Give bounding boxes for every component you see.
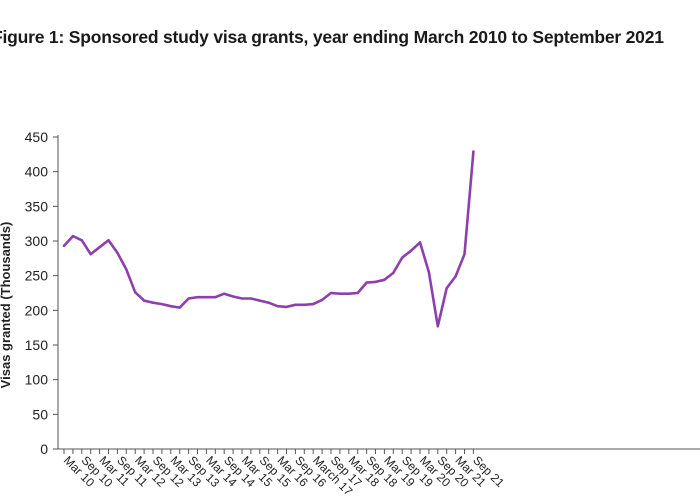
data-point	[418, 241, 422, 244]
data-point	[249, 297, 253, 300]
data-point	[187, 297, 190, 300]
data-point	[401, 256, 404, 259]
data-point	[409, 249, 413, 252]
chart-title: Figure 1: Sponsored study visa grants, y…	[0, 27, 664, 47]
data-point	[320, 298, 324, 302]
data-point	[178, 306, 181, 309]
data-point	[445, 286, 448, 290]
data-point	[223, 292, 226, 295]
data-point	[134, 291, 137, 294]
y-tick-label: 100	[25, 372, 49, 388]
data-point	[107, 239, 110, 242]
data-point	[240, 297, 244, 300]
data-point	[205, 295, 208, 299]
y-tick-label: 300	[25, 233, 49, 249]
data-point	[303, 303, 306, 306]
data-point	[365, 281, 368, 284]
data-point	[347, 292, 350, 295]
data-point	[374, 280, 377, 284]
data-point	[383, 278, 386, 282]
y-tick-label: 250	[25, 268, 49, 284]
data-point	[258, 299, 261, 302]
data-point	[98, 246, 101, 249]
data-point	[62, 244, 66, 248]
data-point	[125, 268, 128, 271]
data-point	[338, 292, 342, 295]
data-point	[454, 275, 457, 278]
data-point	[285, 305, 288, 309]
y-tick-label: 0	[40, 441, 48, 457]
data-point	[472, 150, 475, 153]
data-point	[160, 302, 164, 306]
data-point	[89, 252, 92, 256]
data-point	[276, 304, 279, 308]
data-point	[267, 301, 270, 304]
series-line	[62, 150, 475, 328]
data-point	[312, 302, 315, 306]
data-point	[169, 304, 172, 308]
y-axis: 0 50 100 150 200 250 300 350 400 450	[25, 129, 59, 457]
y-tick-label: 150	[25, 337, 49, 353]
data-point	[427, 271, 431, 274]
data-point	[80, 239, 84, 242]
data-point	[356, 291, 359, 295]
y-tick-label: 350	[25, 198, 49, 214]
data-point	[436, 325, 439, 328]
data-point	[231, 295, 235, 298]
y-tick-label: 400	[25, 164, 49, 180]
series-group	[62, 150, 475, 328]
data-point	[142, 299, 146, 302]
data-point	[151, 301, 155, 304]
data-point	[71, 234, 75, 238]
y-tick-label: 50	[32, 406, 48, 422]
data-point	[116, 251, 119, 254]
data-point	[463, 252, 466, 256]
data-point	[196, 295, 199, 299]
y-tick-label: 450	[25, 129, 49, 145]
data-point	[214, 295, 217, 299]
y-axis-label: Visas granted (Thousands)	[0, 222, 13, 389]
y-tick-label: 200	[25, 302, 49, 318]
data-point	[294, 303, 297, 306]
data-point	[329, 291, 333, 295]
data-point	[392, 271, 395, 275]
